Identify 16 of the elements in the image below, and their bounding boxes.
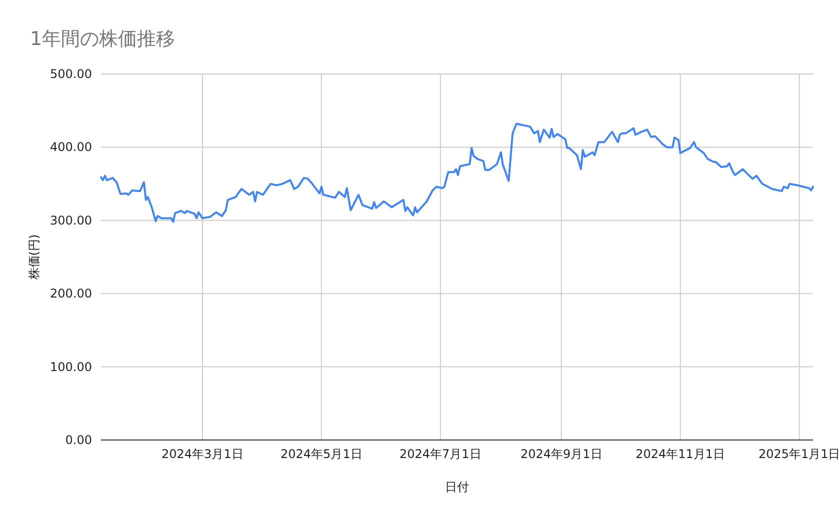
x-tick-label: 2024年9月1日 — [520, 447, 602, 461]
y-axis-title: 株価(円) — [27, 234, 41, 281]
x-tick-label: 2024年7月1日 — [400, 447, 482, 461]
y-tick-label: 400.00 — [50, 140, 92, 154]
y-tick-label: 200.00 — [50, 286, 92, 301]
line-series — [100, 122, 814, 223]
chart-title: 1年間の株価推移 — [30, 28, 176, 50]
x-tick-label: 2024年11月1日 — [636, 447, 726, 461]
y-tick-label: 0.00 — [65, 433, 92, 447]
y-tick-label: 300.00 — [50, 213, 92, 228]
x-tick-label: 2025年1月1日 — [758, 447, 839, 461]
y-tick-label: 100.00 — [50, 360, 92, 374]
x-axis-title: 日付 — [445, 480, 469, 494]
x-tick-label: 2024年3月1日 — [162, 447, 244, 461]
x-tick-label: 2024年5月1日 — [280, 447, 362, 461]
y-tick-label: 500.00 — [50, 67, 92, 81]
